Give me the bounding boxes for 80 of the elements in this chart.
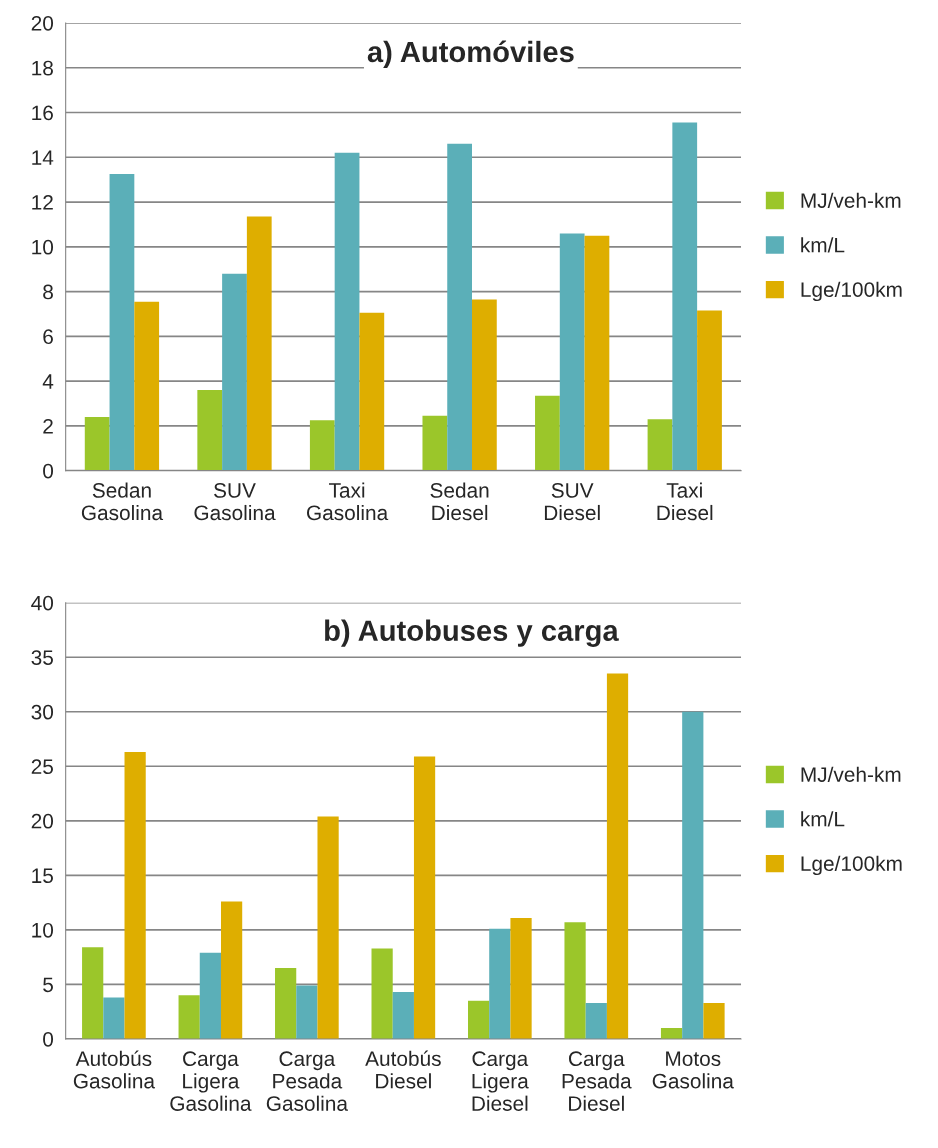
bar (647, 419, 673, 471)
text: a) Automóviles (367, 40, 574, 69)
text: b) Autobuses y carga (325, 619, 619, 647)
bar (467, 1000, 490, 1039)
bar (606, 673, 629, 1039)
y-tick-label: 15 (32, 868, 53, 884)
x-tick-label: Carga Ligera Gasolina (170, 1051, 252, 1111)
bar (422, 415, 448, 471)
x-tick-label: Motos Gasolina (652, 1051, 734, 1089)
x-tick-label: Autobús Diesel (365, 1050, 441, 1089)
bar (489, 928, 511, 1039)
y-tick-label: 18 (32, 60, 53, 76)
bar (392, 992, 414, 1039)
bar (197, 390, 223, 471)
y-tick-label: 4 (42, 374, 54, 389)
y-tick-label: 20 (31, 813, 54, 829)
y-tick-label: 0 (43, 463, 54, 479)
bar (359, 312, 385, 471)
bar (296, 985, 318, 1039)
x-tick-label: Taxi Gasolina (307, 482, 389, 521)
bar (178, 995, 200, 1039)
y-tick-label: 10 (32, 239, 54, 255)
legend-label: km/L (801, 811, 845, 827)
y-tick-label: 0 (43, 1031, 54, 1047)
bar (82, 947, 104, 1039)
x-tick-label: Taxi Diesel (657, 482, 713, 521)
bar (559, 233, 585, 471)
x-tick-label: Carga Ligera Diesel (472, 1051, 529, 1111)
bar (246, 216, 272, 471)
bar (103, 997, 125, 1039)
bar (472, 299, 497, 471)
legend-label: Lge/100km (801, 855, 902, 876)
x-tick-label: Sedan Diesel (430, 482, 489, 521)
y-tick-label: 16 (32, 105, 53, 121)
y-tick-label: 6 (43, 329, 53, 345)
bar (109, 174, 135, 471)
bar (585, 1002, 607, 1039)
bar (413, 756, 436, 1039)
x-tick-label: Carga Pesada Diesel (562, 1051, 632, 1111)
bar (510, 917, 532, 1039)
y-tick-label: 12 (32, 195, 53, 210)
y-tick-label: 8 (43, 284, 53, 300)
legend-label: MJ/veh-km (801, 192, 901, 208)
x-tick-label: Carga Pesada Gasolina (266, 1051, 348, 1111)
bar (584, 235, 610, 471)
bar (535, 395, 560, 471)
y-tick-label: 14 (32, 150, 54, 165)
bar (703, 1002, 725, 1039)
legend-label: km/L (801, 237, 845, 253)
y-tick-label: 25 (31, 759, 53, 775)
bar (672, 122, 698, 471)
y-tick-label: 5 (43, 977, 53, 993)
x-tick-label: Autobús Gasolina (73, 1050, 156, 1089)
bar (124, 752, 146, 1039)
bar (447, 143, 472, 471)
y-tick-label: 2 (43, 418, 53, 434)
bar (220, 901, 243, 1039)
y-tick-label: 35 (31, 650, 53, 665)
x-tick-label: SUV Gasolina (194, 483, 276, 521)
bar (275, 968, 297, 1039)
bar (682, 711, 704, 1039)
bar (84, 416, 110, 471)
bar (199, 952, 221, 1039)
x-tick-label: SUV Diesel (544, 483, 600, 521)
bar (564, 922, 586, 1039)
bar (317, 816, 339, 1039)
y-tick-label: 40 (31, 595, 54, 611)
x-tick-label: Sedan Gasolina (81, 482, 164, 521)
bar (660, 1028, 683, 1039)
bar (222, 273, 247, 471)
bar (134, 301, 160, 471)
legend-label: MJ/veh-km (801, 766, 901, 782)
bar (697, 310, 722, 471)
legend-label: Lge/100km (801, 281, 902, 302)
y-tick-label: 10 (32, 922, 54, 938)
bar (309, 420, 335, 471)
y-tick-label: 20 (31, 15, 54, 31)
bar (371, 948, 393, 1039)
y-tick-label: 30 (31, 704, 54, 720)
bar (334, 152, 360, 471)
